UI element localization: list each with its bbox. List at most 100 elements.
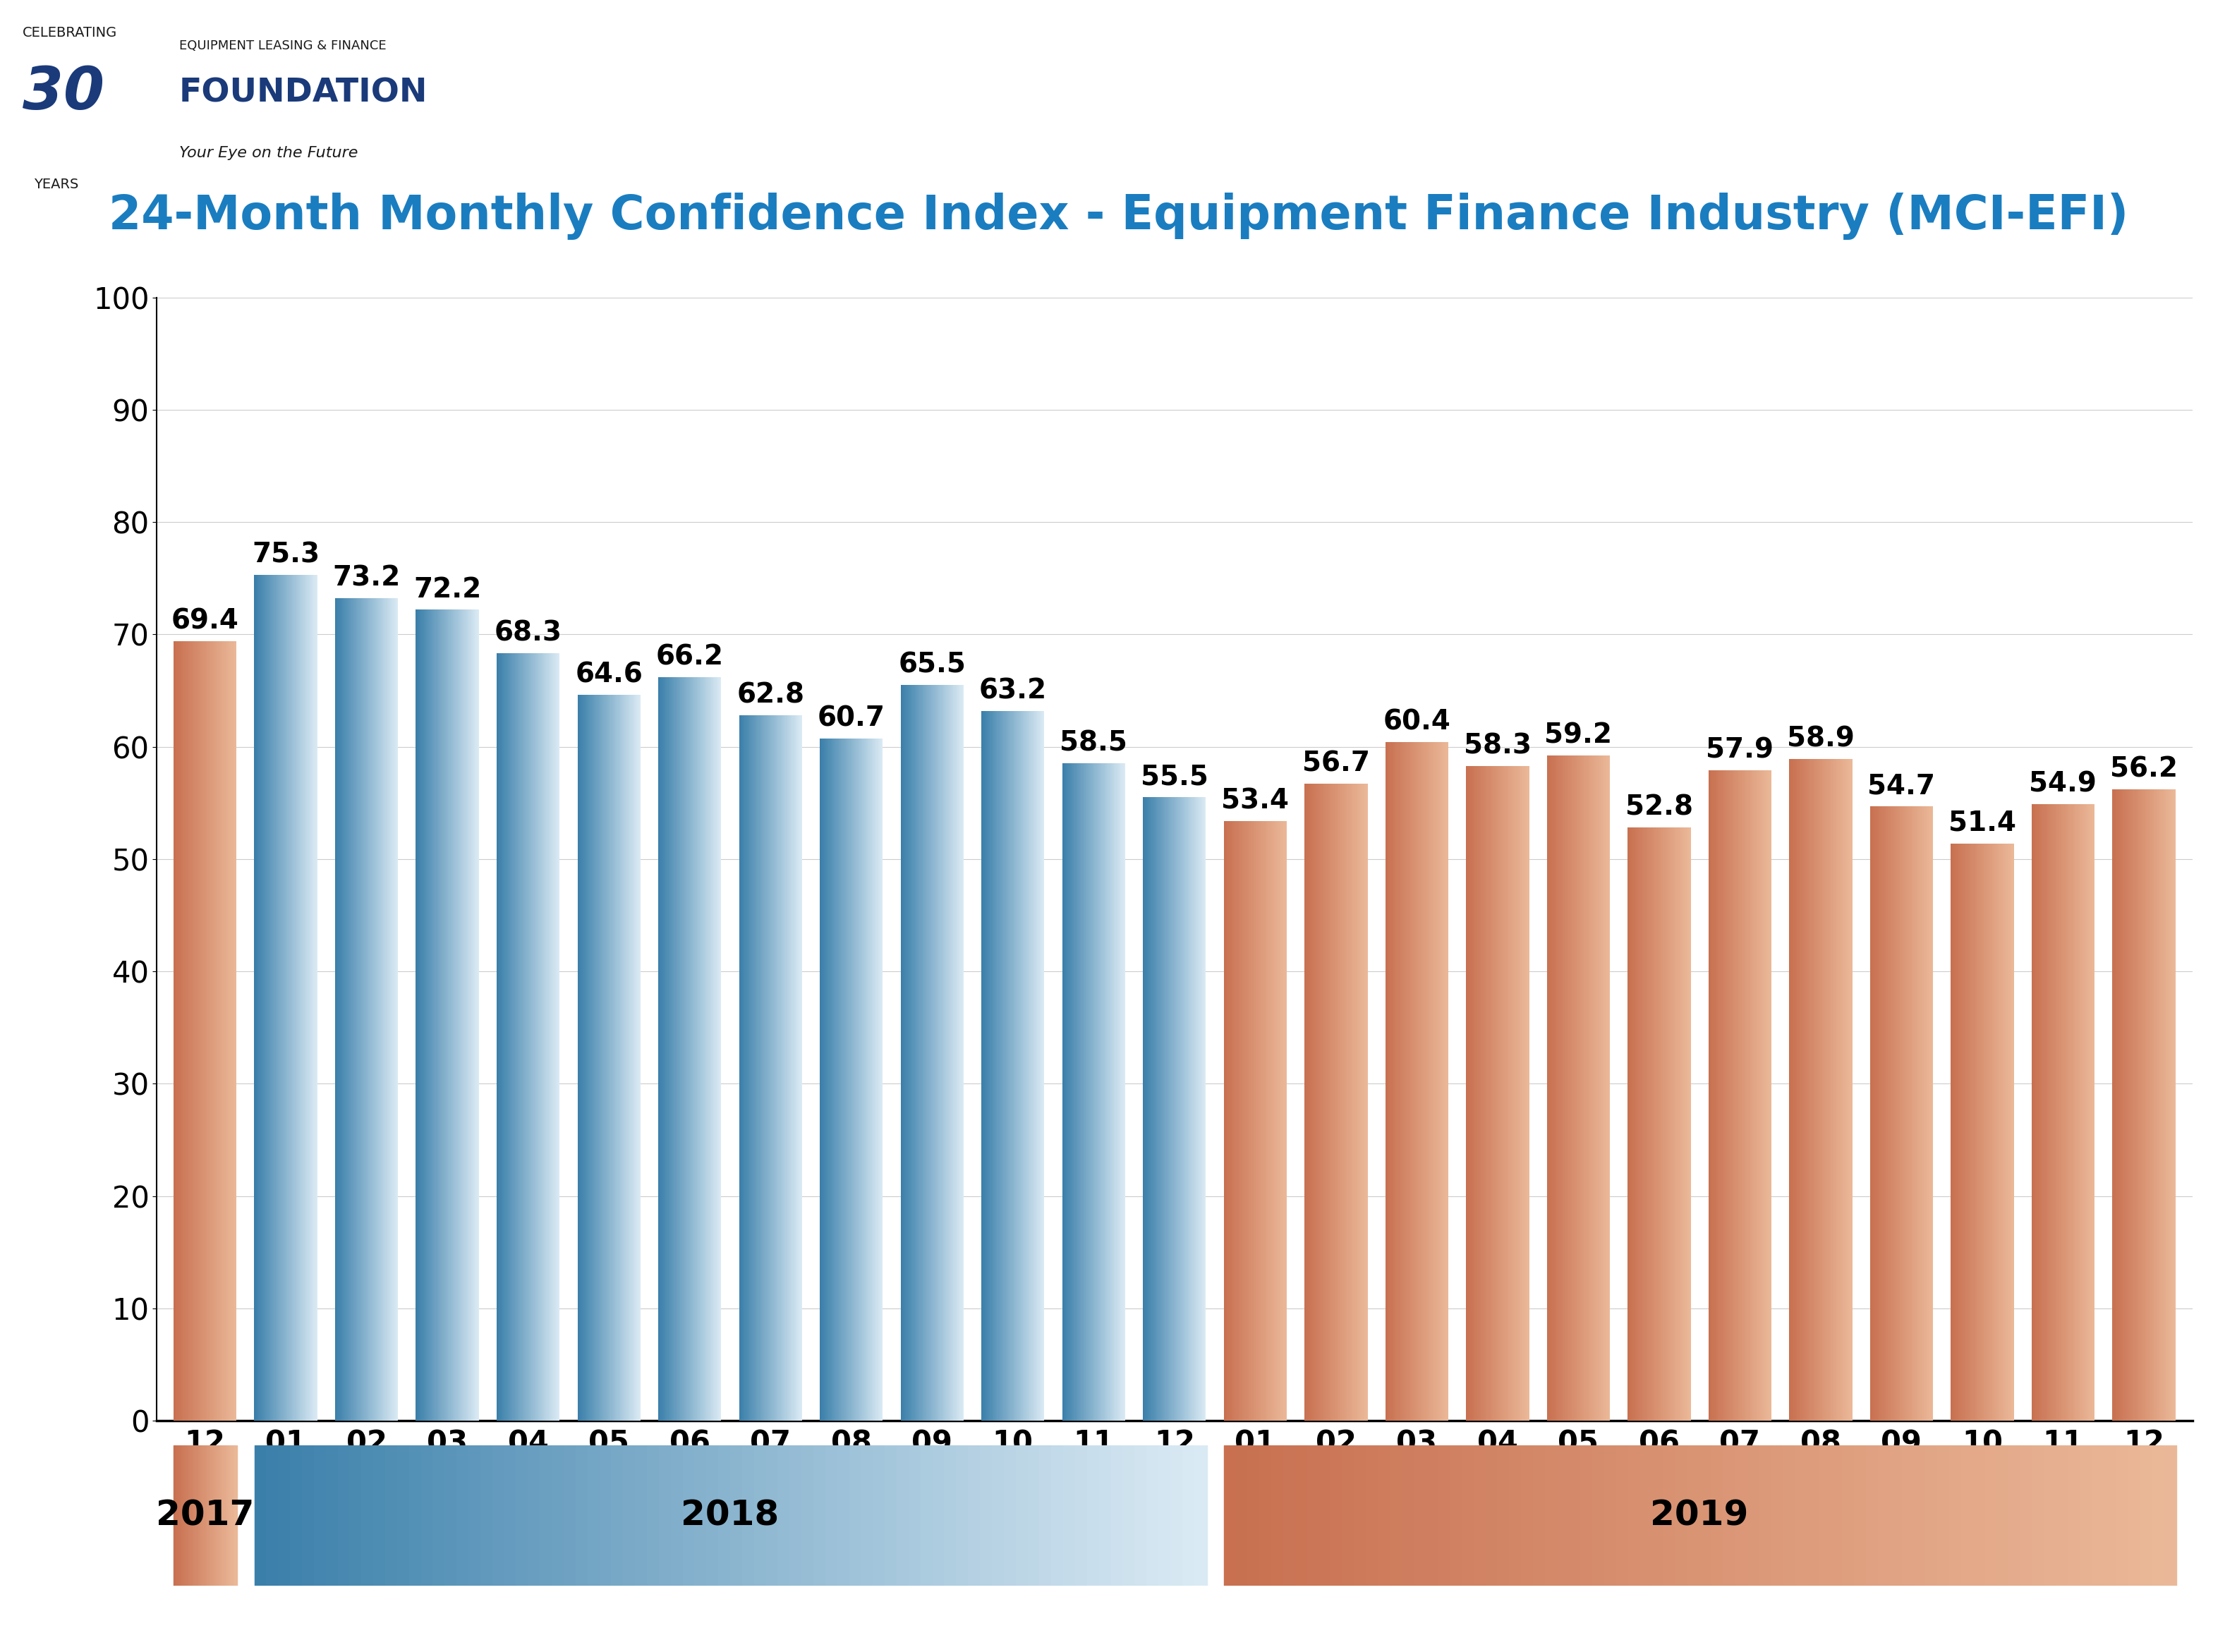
Bar bbox=[1235, 1446, 1248, 1586]
Bar bbox=[503, 1446, 517, 1586]
Bar bbox=[1640, 1446, 1653, 1586]
Bar bbox=[1474, 1446, 1485, 1586]
Bar bbox=[1937, 1446, 1951, 1586]
Bar bbox=[1962, 1446, 1973, 1586]
Bar bbox=[1687, 1446, 1700, 1586]
Bar bbox=[2020, 1446, 2033, 1586]
Bar bbox=[1331, 1446, 1344, 1586]
Bar bbox=[1913, 1446, 1926, 1586]
Text: 2017: 2017 bbox=[157, 1498, 255, 1533]
Text: 54.7: 54.7 bbox=[1868, 773, 1935, 800]
Text: 68.3: 68.3 bbox=[494, 620, 561, 646]
Bar bbox=[1890, 1446, 1901, 1586]
Text: 2018: 2018 bbox=[680, 1498, 778, 1533]
Bar bbox=[778, 1446, 790, 1586]
Text: 51.4: 51.4 bbox=[1948, 809, 2016, 836]
Bar bbox=[553, 1446, 564, 1586]
Bar bbox=[955, 1446, 969, 1586]
Bar bbox=[825, 1446, 839, 1586]
Bar bbox=[1063, 1446, 1076, 1586]
Bar bbox=[481, 1446, 492, 1586]
Bar bbox=[277, 1446, 291, 1586]
Bar bbox=[2045, 1446, 2058, 1586]
Text: 59.2: 59.2 bbox=[1544, 722, 1613, 748]
Bar bbox=[2152, 1446, 2163, 1586]
Bar bbox=[313, 1446, 327, 1586]
Text: 24-Month Monthly Confidence Index - Equipment Finance Industry (MCI-EFI): 24-Month Monthly Confidence Index - Equi… bbox=[110, 192, 2127, 240]
Bar bbox=[754, 1446, 767, 1586]
Bar bbox=[409, 1446, 421, 1586]
Bar bbox=[1722, 1446, 1736, 1586]
Bar bbox=[1758, 1446, 1772, 1586]
Bar bbox=[2056, 1446, 2069, 1586]
Bar bbox=[398, 1446, 409, 1586]
Bar bbox=[837, 1446, 850, 1586]
Bar bbox=[646, 1446, 660, 1586]
Bar bbox=[327, 1446, 338, 1586]
Bar bbox=[1145, 1446, 1159, 1586]
Bar bbox=[908, 1446, 922, 1586]
Text: 60.7: 60.7 bbox=[817, 705, 886, 732]
Bar bbox=[1998, 1446, 2009, 1586]
Bar bbox=[362, 1446, 374, 1586]
Bar bbox=[1557, 1446, 1570, 1586]
Text: 69.4: 69.4 bbox=[172, 608, 239, 634]
Text: 55.5: 55.5 bbox=[1141, 763, 1208, 791]
Text: 60.4: 60.4 bbox=[1382, 709, 1450, 735]
Bar bbox=[919, 1446, 933, 1586]
Bar bbox=[671, 1446, 682, 1586]
Bar bbox=[2139, 1446, 2152, 1586]
Bar bbox=[850, 1446, 861, 1586]
Bar bbox=[1604, 1446, 1617, 1586]
Bar bbox=[2105, 1446, 2116, 1586]
Bar bbox=[1295, 1446, 1309, 1586]
Bar bbox=[374, 1446, 387, 1586]
Bar bbox=[1004, 1446, 1016, 1586]
Bar bbox=[1651, 1446, 1664, 1586]
Bar bbox=[291, 1446, 302, 1586]
Text: 75.3: 75.3 bbox=[253, 542, 320, 568]
Text: 73.2: 73.2 bbox=[333, 565, 400, 591]
Bar bbox=[635, 1446, 649, 1586]
Text: 56.7: 56.7 bbox=[1302, 750, 1369, 776]
Bar bbox=[743, 1446, 754, 1586]
Bar bbox=[872, 1446, 886, 1586]
Bar bbox=[1736, 1446, 1747, 1586]
Text: 62.8: 62.8 bbox=[736, 682, 805, 709]
Bar bbox=[2163, 1446, 2177, 1586]
Bar bbox=[801, 1446, 814, 1586]
Bar bbox=[1306, 1446, 1320, 1586]
Bar bbox=[682, 1446, 696, 1586]
Bar bbox=[933, 1446, 944, 1586]
Bar bbox=[658, 1446, 671, 1586]
Bar bbox=[1098, 1446, 1112, 1586]
Bar bbox=[1159, 1446, 1170, 1586]
Bar bbox=[564, 1446, 577, 1586]
Bar bbox=[1532, 1446, 1546, 1586]
Bar bbox=[1546, 1446, 1557, 1586]
Bar bbox=[1356, 1446, 1367, 1586]
Bar bbox=[1342, 1446, 1356, 1586]
Bar bbox=[2069, 1446, 2080, 1586]
Bar bbox=[575, 1446, 588, 1586]
Bar bbox=[1248, 1446, 1259, 1586]
Bar bbox=[1259, 1446, 1273, 1586]
Bar bbox=[1711, 1446, 1725, 1586]
Bar bbox=[1438, 1446, 1450, 1586]
Bar bbox=[1901, 1446, 1915, 1586]
Bar bbox=[1866, 1446, 1879, 1586]
Bar bbox=[1843, 1446, 1854, 1586]
Bar bbox=[302, 1446, 315, 1586]
Bar bbox=[1051, 1446, 1065, 1586]
Bar bbox=[2116, 1446, 2130, 1586]
Bar bbox=[1320, 1446, 1331, 1586]
Bar bbox=[1134, 1446, 1148, 1586]
Bar bbox=[1629, 1446, 1640, 1586]
Bar bbox=[1676, 1446, 1689, 1586]
Bar bbox=[1854, 1446, 1868, 1586]
Bar bbox=[1076, 1446, 1087, 1586]
Bar bbox=[765, 1446, 778, 1586]
Bar bbox=[1794, 1446, 1807, 1586]
Bar bbox=[1016, 1446, 1029, 1586]
Bar bbox=[814, 1446, 825, 1586]
